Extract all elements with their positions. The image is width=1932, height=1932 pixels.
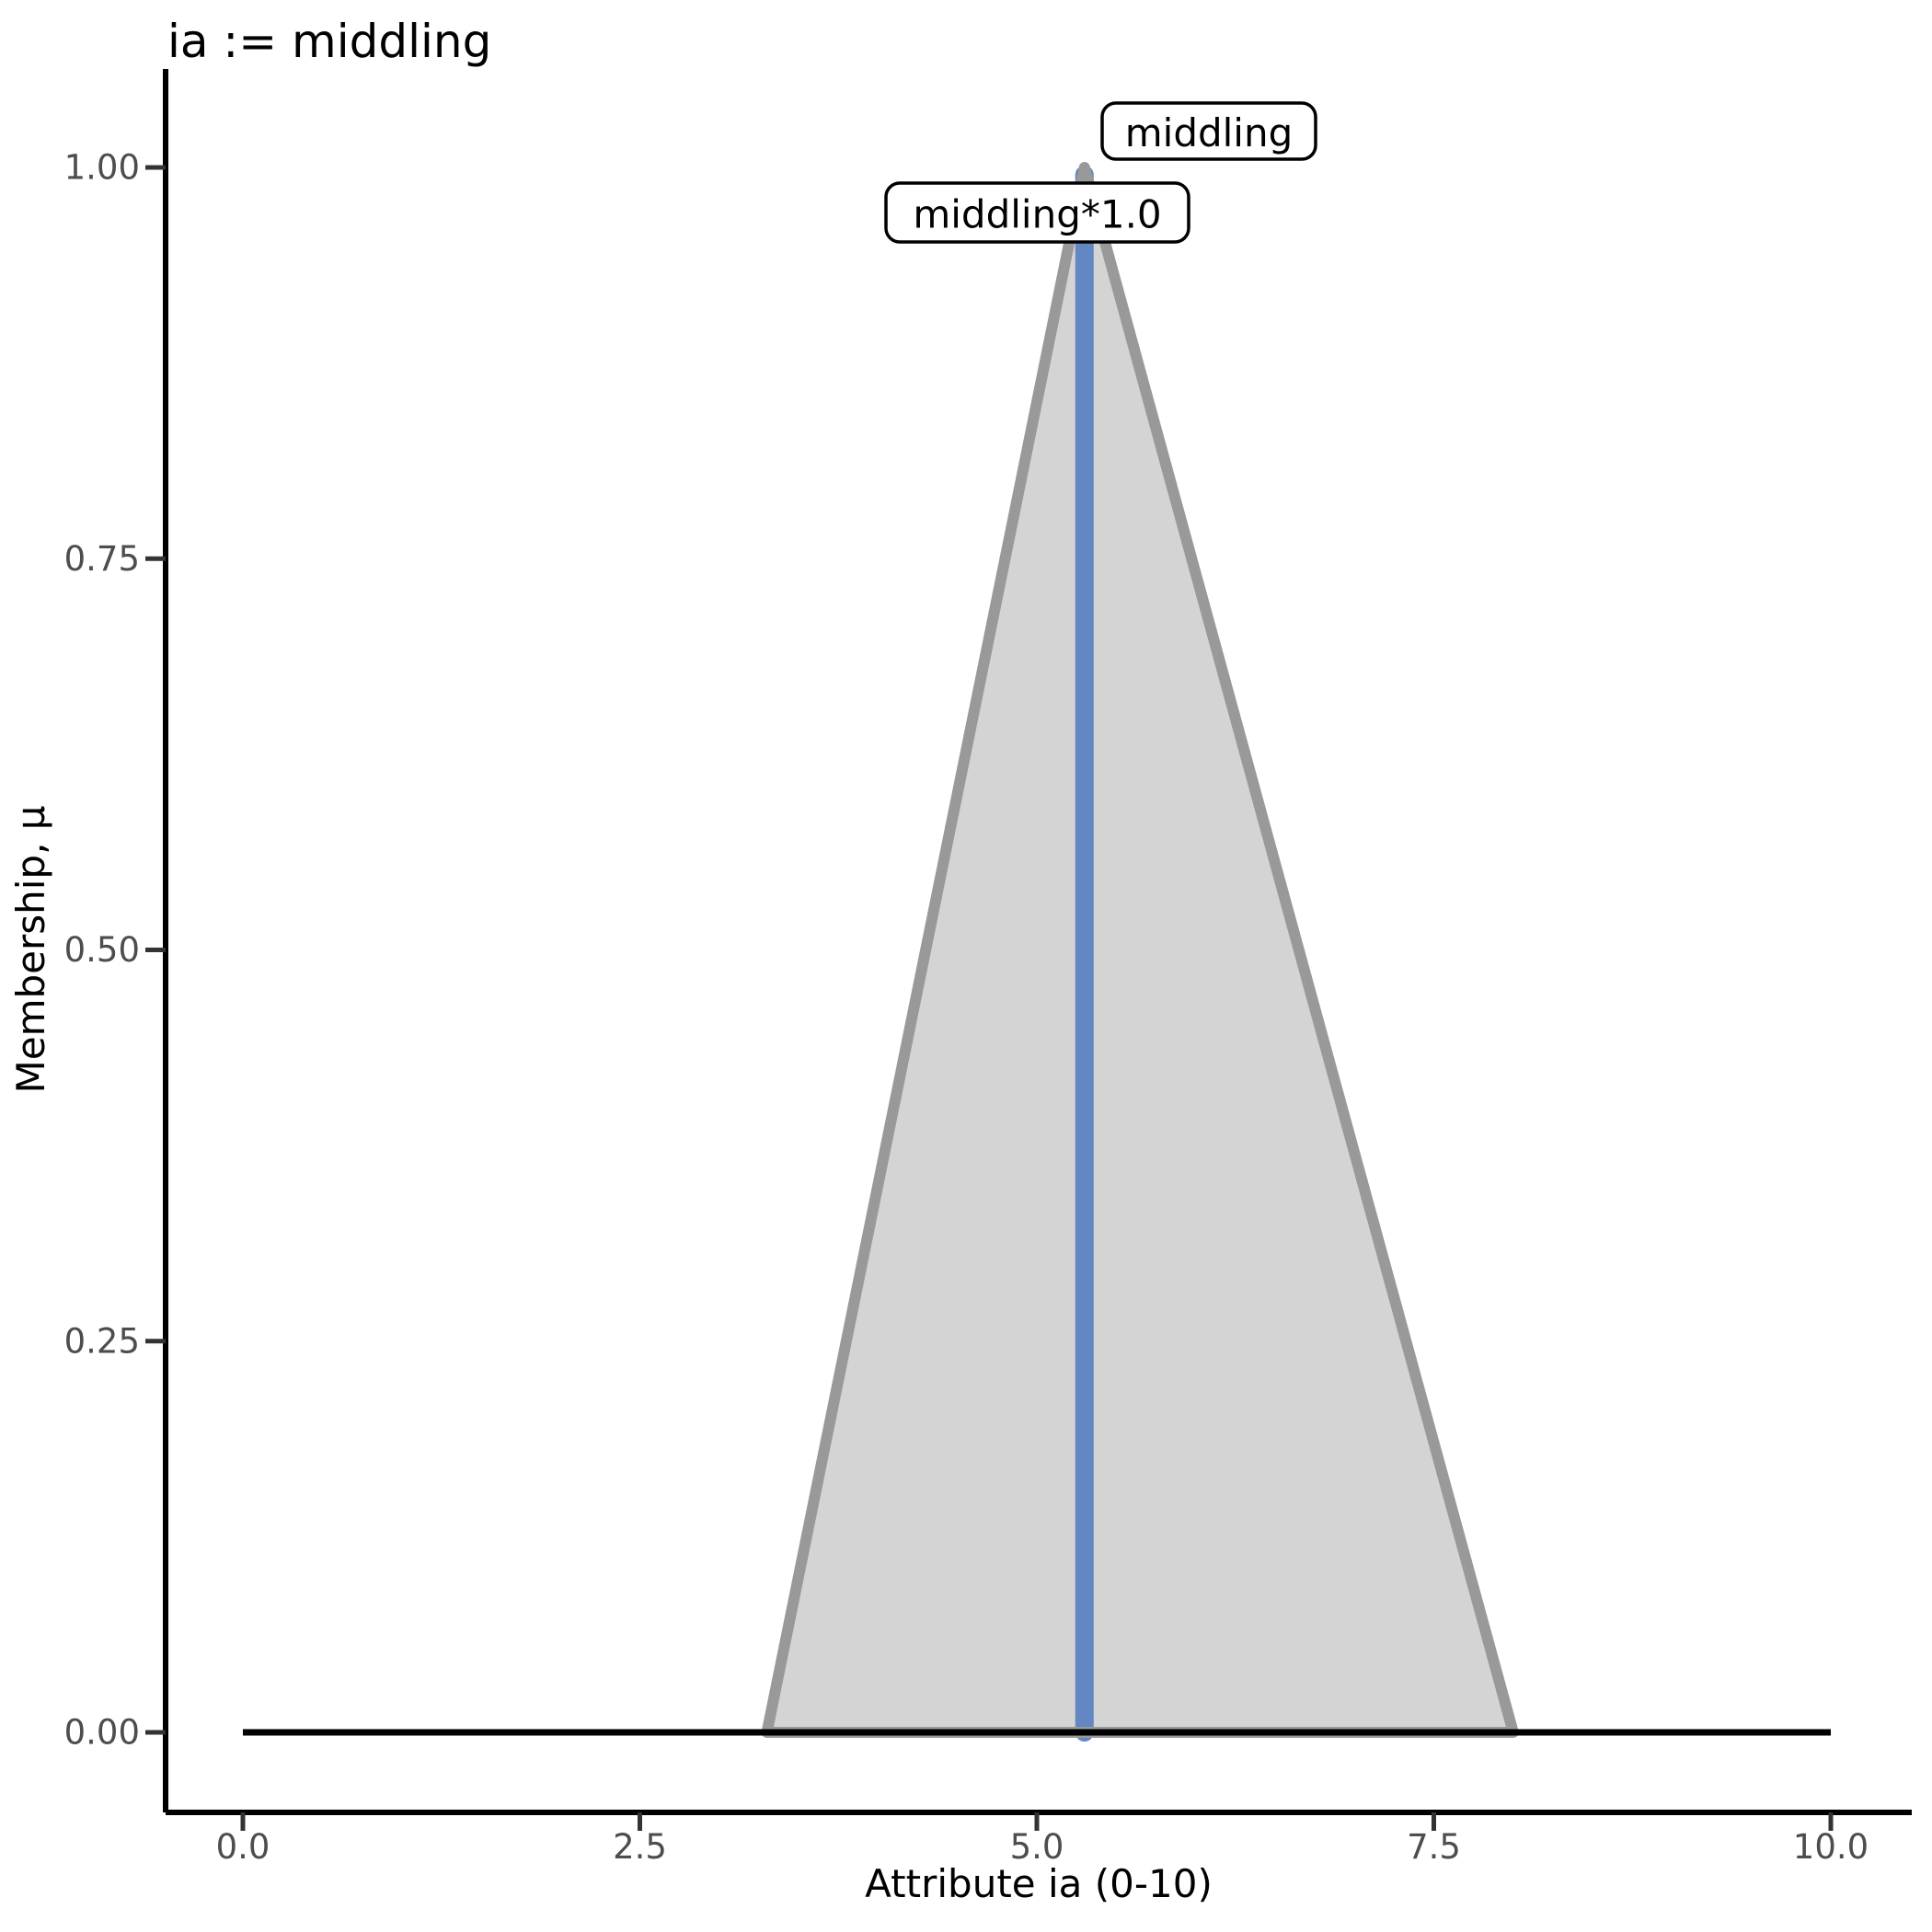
annotation-middling-text: middling — [1125, 110, 1294, 155]
annotation-middling: middling — [1100, 101, 1317, 161]
y-tick-label: 0.00 — [64, 1713, 140, 1753]
y-axis-label: Membership, μ — [8, 805, 53, 1093]
annotation-middling-scaled: middling*1.0 — [884, 181, 1190, 244]
chart-title: ia := middling — [167, 15, 491, 68]
y-tick-label: 0.75 — [64, 539, 140, 579]
y-ticks: 0.00 0.25 0.50 0.75 1.00 — [64, 148, 166, 1753]
y-tick-label: 0.25 — [64, 1321, 140, 1361]
x-tick-label: 10.0 — [1793, 1827, 1869, 1867]
x-tick-label: 0.0 — [216, 1827, 270, 1867]
annotation-middling-box — [1100, 101, 1317, 161]
y-tick-label: 1.00 — [64, 148, 140, 188]
membership-triangle-fill — [766, 167, 1513, 1732]
x-ticks: 0.0 2.5 5.0 7.5 10.0 — [216, 1812, 1869, 1867]
y-tick-label: 0.50 — [64, 930, 140, 970]
x-tick-label: 7.5 — [1407, 1827, 1461, 1867]
x-axis-label: Attribute ia (0-10) — [865, 1861, 1213, 1906]
plot-area — [243, 162, 1831, 1742]
x-tick-label: 2.5 — [613, 1827, 667, 1867]
axes: 0.0 2.5 5.0 7.5 10.0 0.00 0.25 0.50 0.75 1.00 — [64, 69, 1912, 1867]
annotation-middling-scaled-box — [884, 181, 1190, 244]
x-tick-label: 5.0 — [1010, 1827, 1064, 1867]
annotation-middling-scaled-text: middling*1.0 — [913, 192, 1161, 237]
